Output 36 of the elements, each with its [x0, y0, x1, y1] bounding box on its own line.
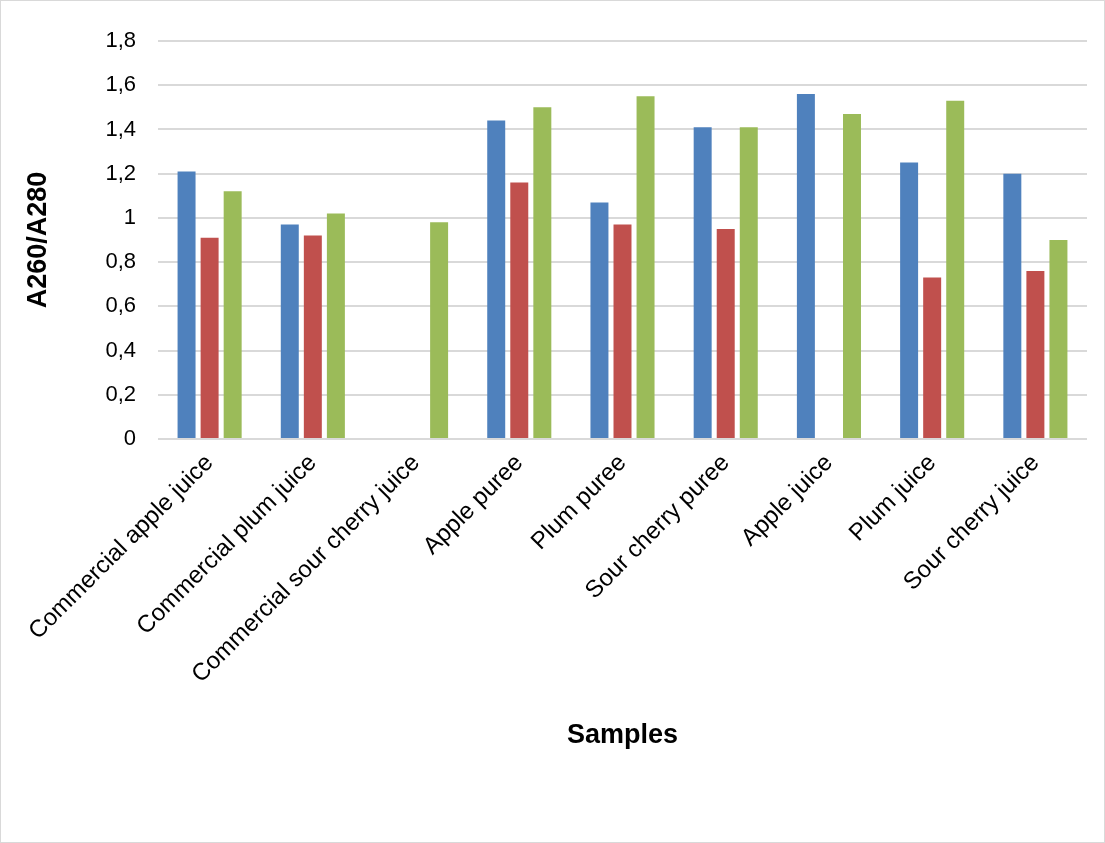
bar — [510, 182, 529, 438]
bar — [303, 235, 322, 438]
bar — [716, 228, 735, 438]
bar — [326, 213, 345, 438]
bar — [636, 96, 655, 438]
bar — [590, 202, 609, 438]
bar — [1026, 270, 1045, 438]
bar — [693, 127, 712, 438]
y-tick-label: 1,6 — [105, 71, 136, 97]
y-tick-label: 0 — [123, 425, 136, 451]
bar — [177, 171, 196, 438]
bar — [533, 107, 552, 438]
bar — [900, 162, 919, 438]
bar — [1049, 240, 1068, 438]
y-tick-label: 0,8 — [105, 248, 136, 274]
y-tick-label: 1,2 — [105, 159, 136, 185]
bar — [1003, 173, 1022, 438]
y-axis-title: A260/A280 — [21, 171, 52, 309]
x-axis-title: Samples — [566, 719, 679, 750]
y-tick-label: 1,8 — [105, 27, 136, 53]
bar — [200, 237, 219, 438]
y-tick-label: 1 — [123, 203, 136, 229]
bar — [223, 191, 242, 438]
bar — [613, 224, 632, 438]
bar — [739, 127, 758, 438]
bar — [430, 222, 449, 438]
bar — [923, 277, 942, 438]
y-tick-label: 1,4 — [105, 115, 136, 141]
bar — [487, 120, 506, 438]
y-tick-label: 0,2 — [105, 380, 136, 406]
bar — [843, 113, 861, 438]
bar — [946, 100, 965, 438]
y-tick-label: 0,4 — [105, 336, 136, 362]
bar — [796, 94, 815, 438]
y-tick-label: 0,6 — [105, 292, 136, 318]
bar — [280, 224, 299, 438]
